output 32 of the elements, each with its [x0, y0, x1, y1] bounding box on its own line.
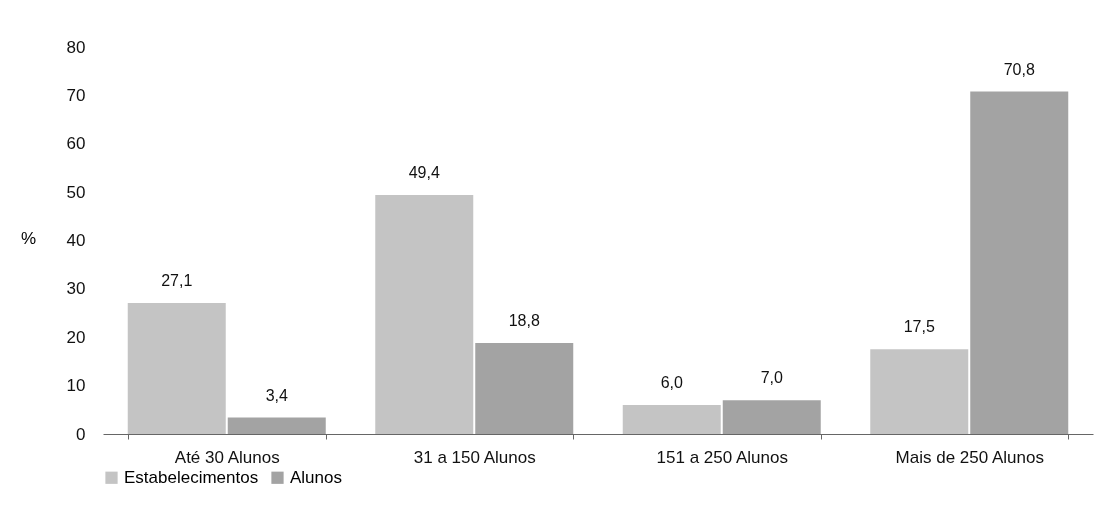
data-label: 27,1 — [161, 271, 193, 289]
data-label: 17,5 — [903, 318, 935, 336]
bar — [375, 195, 474, 434]
legend-label: Alunos — [290, 467, 342, 487]
data-label: 7,0 — [760, 369, 783, 387]
x-tick-label: 31 a 150 Alunos — [413, 447, 536, 467]
bar — [622, 404, 721, 434]
bar — [475, 343, 574, 434]
y-tick-label: 80 — [66, 37, 86, 57]
y-tick-label: 0 — [76, 424, 86, 444]
data-label: 18,8 — [508, 312, 540, 330]
data-label: 3,4 — [265, 386, 288, 404]
data-label: 6,0 — [660, 373, 683, 391]
x-tick-label: Até 30 Alunos — [174, 447, 280, 467]
x-tick-label: 151 a 250 Alunos — [656, 447, 788, 467]
y-axis-title: % — [20, 228, 37, 248]
y-tick-label: 10 — [66, 376, 86, 396]
bar — [970, 91, 1069, 434]
bar — [722, 400, 821, 434]
x-tick-label: Mais de 250 Alunos — [895, 447, 1044, 467]
y-tick-label: 50 — [66, 182, 86, 202]
y-tick-label: 70 — [66, 85, 86, 105]
bar — [127, 302, 226, 434]
y-tick-label: 20 — [66, 327, 86, 347]
y-tick-label: 60 — [66, 134, 86, 154]
bar — [227, 417, 326, 434]
bar — [870, 349, 969, 434]
data-label: 70,8 — [1003, 60, 1035, 78]
y-tick-label: 40 — [66, 231, 86, 250]
data-label: 49,4 — [408, 164, 440, 182]
legend-label: Estabelecimentos — [124, 467, 259, 487]
y-tick-label: 30 — [66, 279, 86, 299]
